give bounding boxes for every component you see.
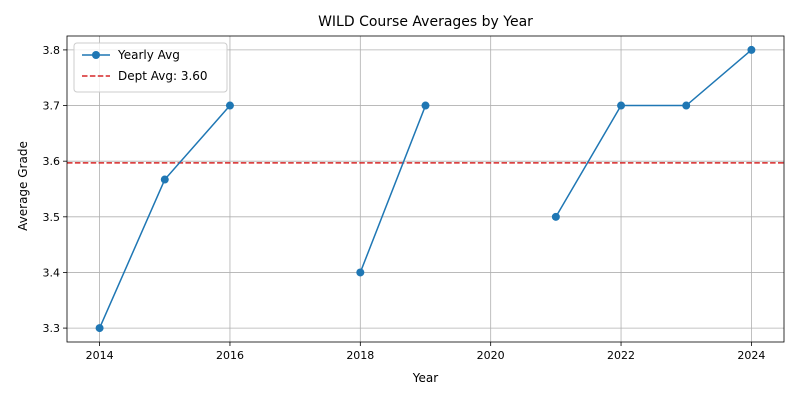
y-tick-label: 3.7 — [43, 100, 61, 113]
legend-box — [73, 42, 228, 93]
x-tick-label: 2016 — [216, 349, 244, 362]
x-axis: 2014 2016 2018 2020 2022 2024 — [86, 342, 765, 362]
x-tick-label: 2024 — [737, 349, 765, 362]
data-point-2022 — [617, 101, 626, 110]
series-group — [95, 45, 756, 333]
legend-dept-avg-label: Dept Avg: 3.60 — [118, 69, 208, 83]
data-point-2023 — [682, 101, 691, 110]
y-tick-label: 3.4 — [43, 266, 61, 279]
legend-yearly-avg-marker — [92, 51, 100, 59]
x-tick-label: 2022 — [607, 349, 635, 362]
legend-yearly-avg-label: Yearly Avg — [117, 48, 180, 62]
legend: Yearly Avg Dept Avg: 3.60 — [73, 42, 228, 93]
data-point-2018 — [356, 268, 365, 277]
data-point-2021 — [551, 212, 560, 221]
y-tick-label: 3.8 — [43, 44, 61, 57]
data-point-2024 — [747, 45, 756, 54]
series-line-segment — [359, 105, 427, 273]
x-axis-title: Year — [412, 371, 438, 385]
y-tick-label: 3.6 — [43, 155, 61, 168]
data-point-2016 — [225, 101, 234, 110]
data-point-2014 — [95, 324, 104, 333]
y-axis-title: Average Grade — [16, 141, 30, 231]
x-tick-label: 2014 — [86, 349, 114, 362]
plot-frame — [66, 35, 785, 343]
y-tick-label: 3.3 — [43, 322, 61, 335]
y-tick-label: 3.5 — [43, 211, 61, 224]
chart-title: WILD Course Averages by Year — [318, 14, 533, 30]
x-tick-label: 2020 — [477, 349, 505, 362]
x-tick-label: 2018 — [346, 349, 374, 362]
data-point-2015 — [160, 175, 169, 184]
series-line-segment — [555, 49, 752, 218]
y-axis: 3.3 3.4 3.5 3.6 3.7 3.8 — [43, 44, 67, 335]
data-point-2019 — [421, 101, 430, 110]
